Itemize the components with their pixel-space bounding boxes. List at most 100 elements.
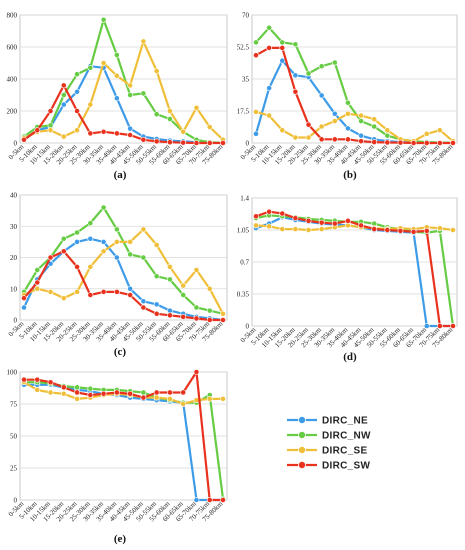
data-point	[450, 140, 456, 146]
data-point	[305, 227, 312, 233]
panel-1: 02004006008000-5km5-10km10-15km15-20km20…	[7, 12, 228, 181]
data-point	[279, 57, 286, 64]
data-point	[100, 390, 107, 397]
data-point	[318, 92, 325, 99]
data-point	[74, 238, 80, 245]
data-point	[450, 323, 456, 329]
series-line	[23, 40, 224, 141]
series-line	[255, 46, 453, 145]
data-point	[153, 389, 160, 396]
data-point	[292, 72, 299, 79]
y-tick-label: 52.5	[237, 44, 250, 52]
data-point	[87, 235, 94, 242]
data-point	[279, 127, 286, 134]
data-point	[74, 288, 80, 295]
data-point	[180, 139, 187, 146]
data-point	[60, 248, 67, 255]
data-point	[436, 323, 443, 329]
data-point	[358, 132, 364, 139]
data-point	[167, 139, 173, 146]
data-point	[331, 110, 338, 117]
data-point	[47, 288, 54, 295]
data-point	[253, 222, 259, 229]
data-point	[100, 238, 107, 245]
data-point	[100, 60, 107, 66]
data-point	[436, 127, 443, 134]
data-point	[206, 395, 213, 402]
y-tick-label: 0	[246, 140, 250, 148]
data-point	[318, 219, 325, 226]
data-point	[253, 213, 259, 220]
series-line	[24, 370, 223, 502]
data-point	[279, 226, 286, 232]
series-dirc-sw	[21, 82, 226, 146]
data-point	[384, 227, 391, 233]
data-point	[74, 263, 80, 270]
data-point	[153, 111, 160, 118]
data-point	[193, 369, 200, 375]
panel-4: 00.350.71.051.40-5km5-10km10-15km15-20km…	[237, 195, 458, 363]
data-point	[180, 389, 187, 396]
data-point	[113, 238, 120, 245]
data-point	[140, 389, 147, 396]
data-point	[47, 122, 54, 129]
data-point	[74, 384, 80, 391]
data-point	[34, 285, 41, 292]
data-point	[127, 292, 134, 298]
legend-label: DIRC_NW	[322, 431, 371, 442]
data-point	[193, 267, 200, 273]
data-point	[127, 125, 134, 132]
legend-label: DIRC_SE	[322, 446, 367, 457]
data-point	[127, 238, 134, 245]
data-point	[60, 235, 67, 242]
data-point	[113, 72, 120, 79]
data-point	[397, 228, 404, 234]
data-point	[206, 307, 213, 314]
data-point	[358, 222, 364, 229]
series-dirc-sw	[21, 369, 226, 503]
y-tick-label: 400	[7, 76, 18, 84]
data-point	[60, 92, 67, 98]
series-line	[23, 237, 224, 322]
data-point	[153, 273, 160, 280]
data-point	[127, 285, 134, 292]
panel-3: 0102030400-5km5-10km10-15km15-20km20-25k…	[7, 192, 228, 358]
series-line	[23, 228, 224, 315]
data-point	[74, 127, 80, 134]
series-dirc-nw	[253, 24, 456, 146]
data-point	[220, 310, 226, 317]
panel-label: (a)	[114, 169, 127, 181]
data-point	[371, 116, 378, 123]
data-point	[74, 229, 80, 236]
data-point	[180, 401, 187, 407]
data-point	[206, 124, 213, 130]
series-line	[255, 210, 453, 328]
series-line	[24, 383, 223, 502]
data-point	[74, 389, 80, 396]
data-point	[87, 392, 94, 398]
data-point	[21, 304, 27, 311]
data-point	[358, 112, 364, 119]
y-tick-label: 100	[7, 369, 18, 377]
data-point	[266, 208, 273, 215]
data-point	[87, 292, 94, 298]
data-point	[318, 136, 325, 143]
data-point	[345, 110, 351, 117]
data-point	[266, 45, 273, 51]
data-point	[266, 85, 273, 92]
data-point	[345, 125, 351, 132]
y-tick-label: 200	[7, 108, 18, 116]
y-tick-label: 800	[7, 12, 18, 20]
data-point	[371, 123, 378, 130]
data-point	[423, 140, 430, 146]
data-point	[60, 390, 67, 397]
data-point	[100, 204, 107, 211]
legend-swatch-marker	[297, 430, 306, 439]
data-point	[345, 136, 351, 143]
data-point	[87, 263, 94, 270]
data-point	[167, 263, 173, 270]
y-tick-label: 35	[242, 76, 250, 84]
data-point	[292, 226, 299, 232]
data-point	[410, 140, 417, 146]
